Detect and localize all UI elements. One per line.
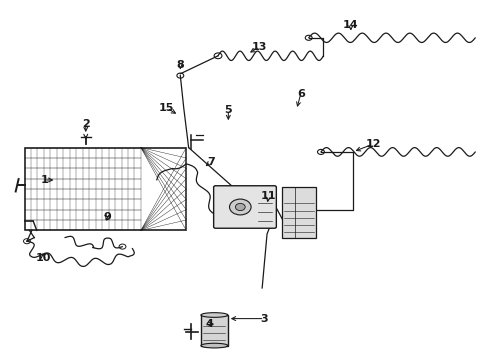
Text: 12: 12 [366, 139, 381, 149]
Text: 5: 5 [224, 105, 232, 115]
Text: 8: 8 [176, 60, 184, 70]
Text: 13: 13 [252, 42, 268, 52]
Text: 6: 6 [297, 89, 305, 99]
Text: 9: 9 [103, 212, 111, 222]
Text: 2: 2 [82, 119, 90, 129]
Text: 11: 11 [261, 191, 276, 201]
Ellipse shape [201, 343, 228, 348]
Ellipse shape [201, 312, 228, 318]
Text: 3: 3 [261, 314, 269, 324]
Bar [282, 187, 316, 238]
Bar [201, 315, 228, 346]
Text: 14: 14 [343, 20, 359, 30]
FancyBboxPatch shape [214, 186, 276, 228]
Text: 1: 1 [40, 175, 48, 185]
Circle shape [229, 199, 251, 215]
Text: 15: 15 [159, 103, 174, 113]
Text: 10: 10 [35, 253, 51, 264]
Bar [24, 148, 186, 230]
Text: 7: 7 [207, 157, 215, 167]
Circle shape [235, 203, 245, 211]
Text: 4: 4 [206, 319, 214, 329]
